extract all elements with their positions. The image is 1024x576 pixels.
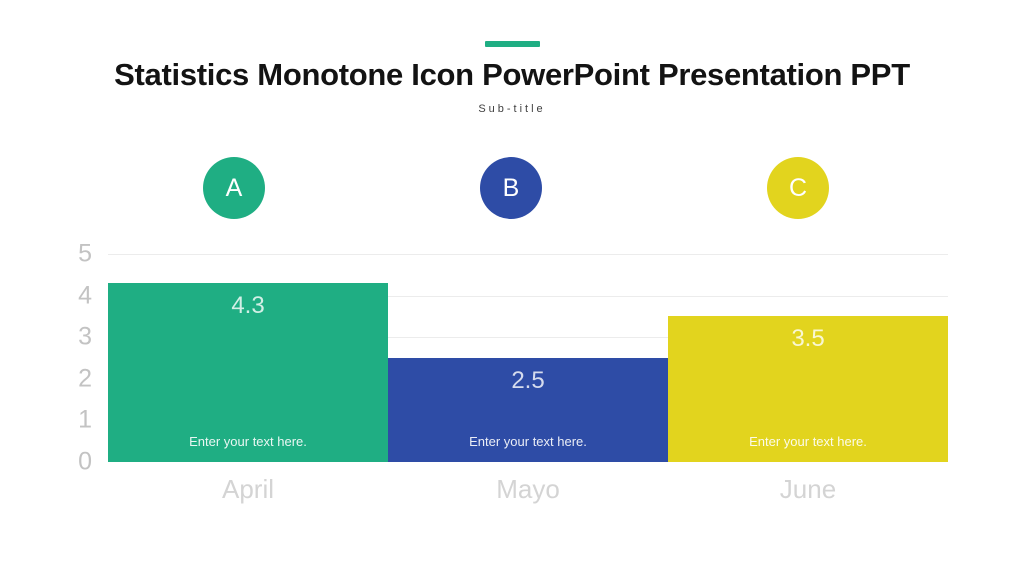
legend-circle-label: A [225, 173, 243, 202]
grid-line [108, 337, 948, 339]
legend-circle-label: C [788, 173, 808, 202]
y-tick-label: 5 [78, 239, 92, 268]
bar: 4.3 Enter your text here. [108, 283, 388, 462]
slide-subtitle: Sub-title [478, 103, 546, 115]
x-axis-label: June [779, 474, 837, 504]
y-tick-label: 2 [78, 364, 92, 393]
plot-area: 4.3 Enter your text here. 2.5 Enter your te… [108, 254, 948, 462]
legend-circle: A [203, 157, 265, 219]
bar: 2.5 Enter your text here. [388, 358, 668, 462]
accent-dash [485, 41, 540, 47]
x-axis-label: Mayo [496, 474, 560, 504]
y-axis: 0 1 2 3 4 5 [48, 240, 92, 476]
bar-value-label: 2.5 [511, 367, 545, 394]
y-tick-label: 4 [78, 281, 92, 310]
bar-text-label: Enter your text here. [189, 434, 307, 449]
x-axis-label: April [221, 474, 274, 504]
bar-text-label: Enter your text here. [749, 434, 867, 449]
x-axis: April Mayo June [108, 474, 948, 508]
legend-circle: B [480, 157, 542, 219]
grid-line [108, 254, 948, 255]
y-tick-label: 0 [78, 447, 92, 476]
legend-circle: C [767, 157, 829, 219]
y-tick-label: 1 [78, 405, 92, 434]
bar-text-label: Enter your text here. [469, 434, 587, 449]
grid-line [108, 295, 948, 297]
y-tick-label: 3 [78, 322, 92, 351]
bar-value-label: 4.3 [231, 292, 265, 320]
bar-value-label: 3.5 [791, 325, 825, 353]
bar: 3.5 Enter your text here. [668, 316, 948, 462]
slide-title: Statistics Monotone Icon PowerPoint Pres… [114, 57, 910, 92]
legend-circle-label: B [502, 173, 520, 202]
